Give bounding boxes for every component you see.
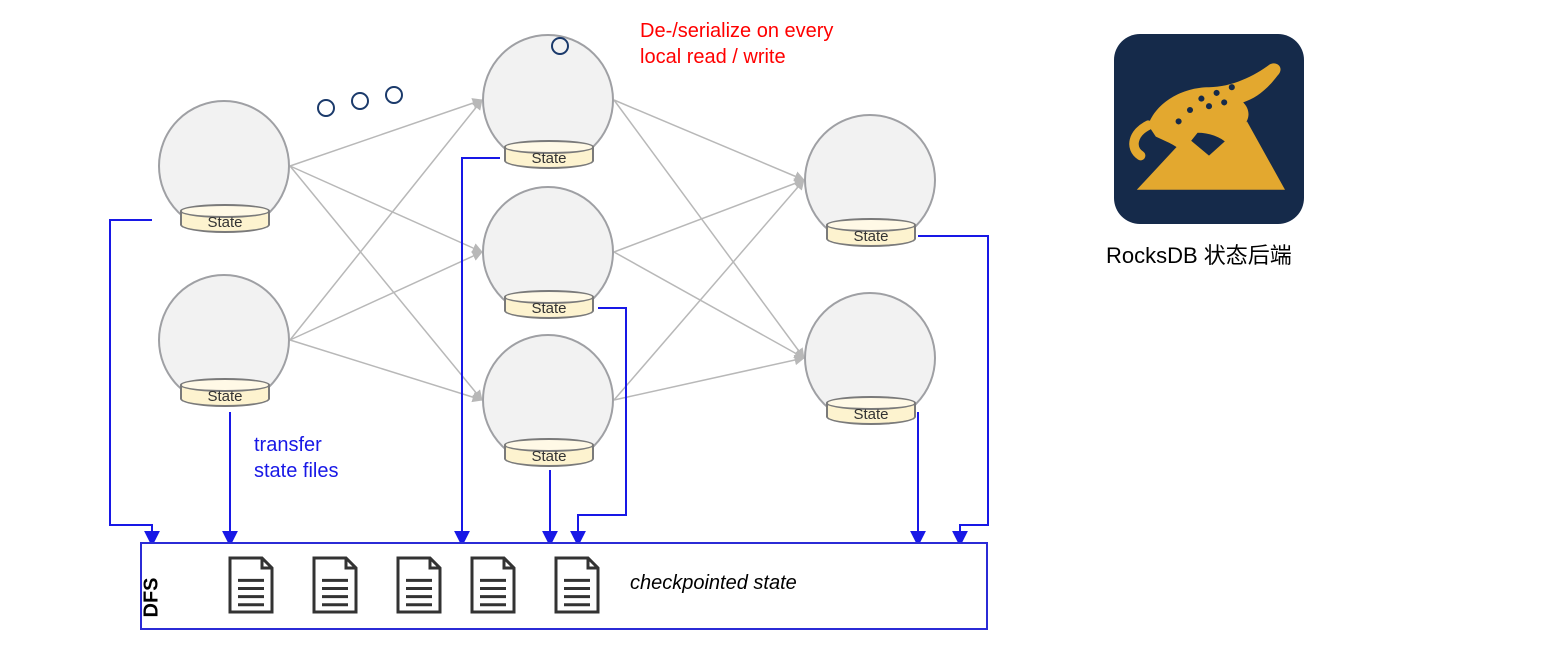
edge [614,100,804,358]
edge [290,166,482,252]
dfs-label: DFS [141,578,164,618]
edge [290,100,482,340]
file-icon [470,556,516,614]
state-cylinder: State [180,378,270,412]
state-cylinder: State [504,140,594,174]
edge [290,252,482,340]
state-label: State [504,150,594,167]
transfer-line [110,220,152,542]
record-dot [317,99,335,117]
rocksdb-logo [1114,34,1304,224]
edge [614,358,804,400]
edge [290,166,482,400]
edge [614,180,804,400]
transfer-text-line: state files [254,458,338,484]
edge [614,180,804,252]
state-label: State [826,406,916,423]
state-cylinder: State [504,290,594,324]
state-cylinder: State [180,204,270,238]
record-dot [551,37,569,55]
serialize-text-line: local read / write [640,44,833,70]
file-icon [554,556,600,614]
state-label: State [180,388,270,405]
state-label: State [180,214,270,231]
state-label: State [504,300,594,317]
transfer-text: transferstate files [254,432,338,484]
edge [614,100,804,180]
transfer-text-line: transfer [254,432,338,458]
state-cylinder: State [504,438,594,472]
state-cylinder: State [826,396,916,430]
state-label: State [826,228,916,245]
rocksdb-caption: RocksDB 状态后端 [1106,238,1292,270]
checkpointed-state-label: checkpointed state [630,572,797,595]
record-dot [351,92,369,110]
transfer-line [918,236,988,542]
edge [290,340,482,400]
serialize-text-line: De-/serialize on every [640,18,833,44]
record-dot [385,86,403,104]
file-icon [228,556,274,614]
serialize-text: De-/serialize on everylocal read / write [640,18,833,70]
state-cylinder: State [826,218,916,252]
file-icon [312,556,358,614]
state-label: State [504,448,594,465]
file-icon [396,556,442,614]
edge [614,252,804,358]
